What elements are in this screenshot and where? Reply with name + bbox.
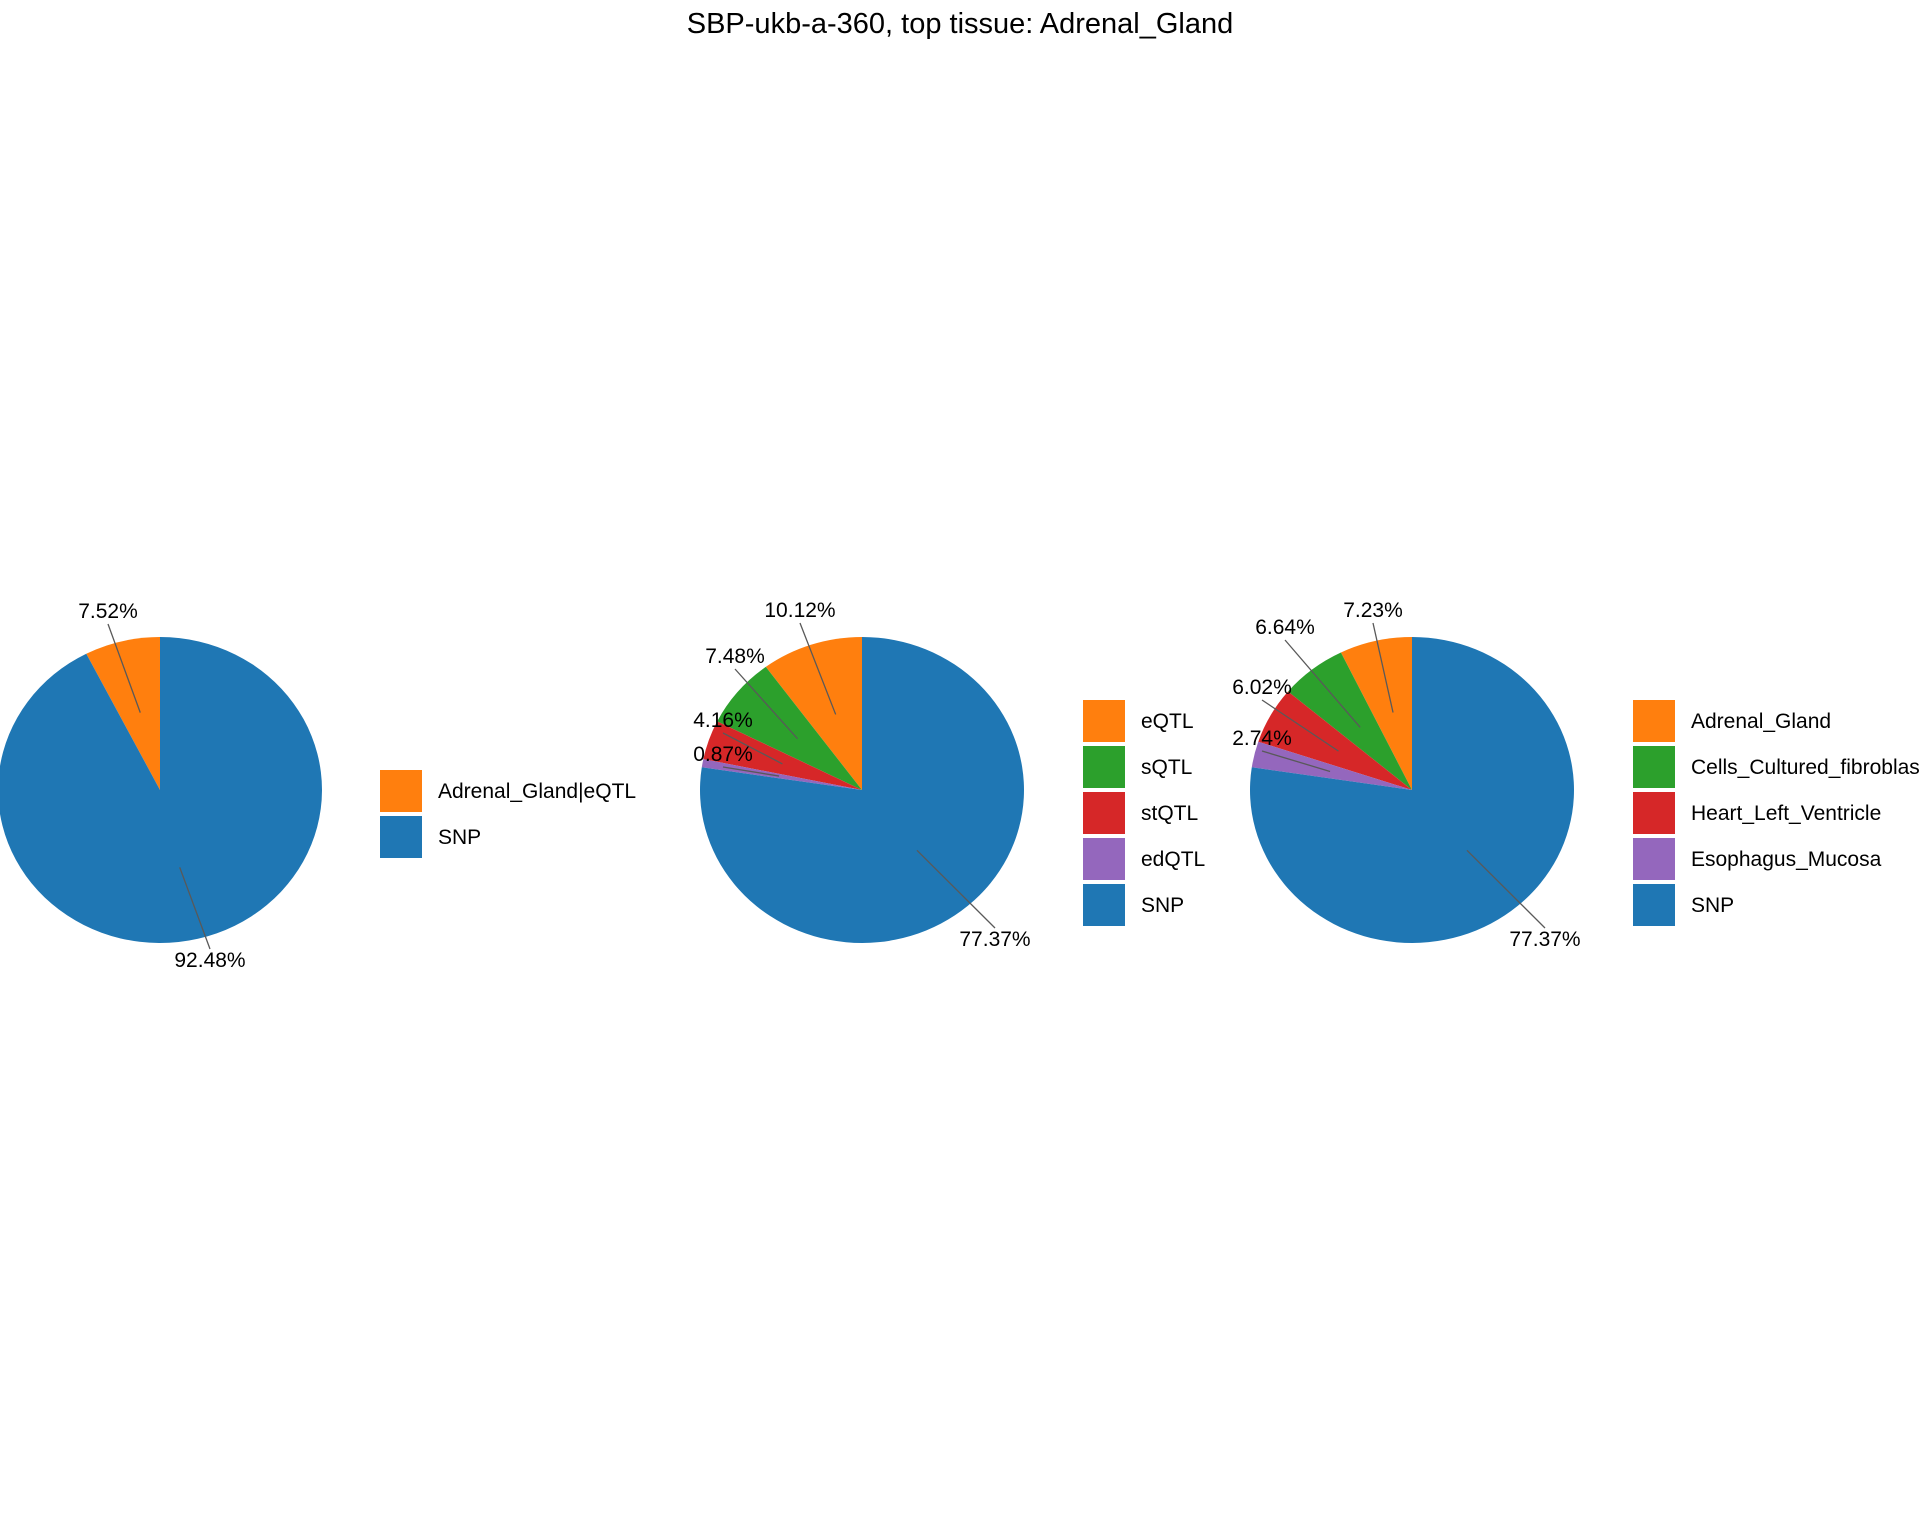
pie-chart-1: 7.52% 92.48% xyxy=(0,600,322,972)
slice-cells-cultured-fibroblasts xyxy=(1288,652,1412,790)
slice-label: 77.37% xyxy=(959,928,1030,951)
legend-swatch xyxy=(1633,884,1675,926)
slice-label: 4.16% xyxy=(693,709,753,732)
leader-line xyxy=(916,849,996,929)
pie-chart-2: 10.12% 7.48% 4.16% 0.87% 77.37% xyxy=(693,599,1030,951)
slice-label: 7.48% xyxy=(705,645,765,668)
slice-adrenal-gland-eqtl xyxy=(86,637,160,790)
slice-label: 0.87% xyxy=(693,743,753,766)
legend-swatch xyxy=(1633,746,1675,788)
legend-label: edQTL xyxy=(1141,848,1205,871)
legend-swatch xyxy=(1083,884,1125,926)
legend: eQTL sQTL stQTL edQTL SNP xyxy=(1083,700,1205,926)
legend-label: Esophagus_Mucosa xyxy=(1691,848,1882,871)
legend: Adrenal_Gland|eQTL SNP xyxy=(380,770,636,858)
slice-label: 92.48% xyxy=(174,949,245,972)
leader-line xyxy=(1261,699,1339,752)
slice-label: 7.52% xyxy=(78,600,138,623)
leader-line xyxy=(722,732,783,765)
slice-label: 2.74% xyxy=(1232,727,1292,750)
leader-line xyxy=(799,622,837,715)
leader-line xyxy=(734,668,799,740)
legend: Adrenal_Gland Cells_Cultured_fibroblasts H… xyxy=(1633,700,1920,926)
slice-eqtl xyxy=(765,637,862,790)
legend-label: Heart_Left_Ventricle xyxy=(1691,802,1881,825)
slice-edqtl xyxy=(701,759,862,790)
legend-label: Cells_Cultured_fibroblasts xyxy=(1691,756,1920,779)
slice-snp xyxy=(1250,637,1574,943)
leader-line xyxy=(1261,750,1331,773)
legend-swatch xyxy=(1083,746,1125,788)
slice-snp xyxy=(0,637,322,943)
slice-label: 6.02% xyxy=(1232,676,1292,699)
legend-label: stQTL xyxy=(1141,802,1198,825)
legend-swatch xyxy=(380,816,422,858)
legend-label: SNP xyxy=(1691,894,1734,917)
legend-swatch xyxy=(1633,838,1675,880)
slice-label: 7.23% xyxy=(1343,599,1403,622)
legend-swatch xyxy=(1633,700,1675,742)
legend-label: SNP xyxy=(438,826,481,849)
leader-line xyxy=(179,867,211,950)
slice-esophagus-mucosa xyxy=(1251,741,1412,790)
leader-line xyxy=(1284,639,1361,728)
legend-swatch xyxy=(1083,838,1125,880)
legend-swatch xyxy=(1633,792,1675,834)
legend-swatch xyxy=(1083,792,1125,834)
slice-heart-left-ventricle xyxy=(1258,691,1412,790)
slice-label: 6.64% xyxy=(1255,616,1315,639)
legend-label: Adrenal_Gland xyxy=(1691,710,1831,733)
leader-line xyxy=(107,623,141,713)
legend-label: sQTL xyxy=(1141,756,1192,779)
legend-label: SNP xyxy=(1141,894,1184,917)
pie-chart-3: 7.23% 6.64% 6.02% 2.74% 77.37% xyxy=(1232,599,1580,951)
slice-sqtl xyxy=(717,666,862,790)
legend-swatch xyxy=(1083,700,1125,742)
legend-label: eQTL xyxy=(1141,710,1194,733)
slice-label: 10.12% xyxy=(764,599,835,622)
slice-label: 77.37% xyxy=(1509,928,1580,951)
slice-snp xyxy=(700,637,1024,944)
leader-line xyxy=(1466,849,1546,929)
slice-adrenal-gland xyxy=(1340,637,1412,790)
slice-stqtl xyxy=(703,721,862,790)
legend-swatch xyxy=(380,770,422,812)
pie-charts: 7.52% 92.48% Adrenal_Gland|eQTL SNP 10.12% 7.… xyxy=(0,599,1920,972)
legend-label: Adrenal_Gland|eQTL xyxy=(438,780,636,803)
leader-line xyxy=(722,766,780,777)
chart-title: SBP-ukb-a-360, top tissue: Adrenal_Gland xyxy=(687,8,1234,40)
leader-line xyxy=(1372,622,1394,713)
